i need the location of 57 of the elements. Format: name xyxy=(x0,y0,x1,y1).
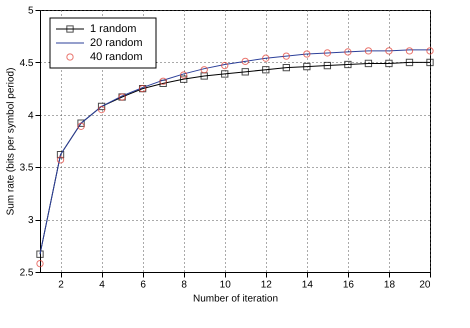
point xyxy=(324,49,332,57)
y-tick-label: 2.5 xyxy=(20,268,34,278)
point xyxy=(282,64,290,72)
point xyxy=(406,47,414,55)
x-tick-label: 6 xyxy=(140,280,146,290)
point xyxy=(262,66,270,74)
x-tick-label: 20 xyxy=(419,280,431,290)
legend-label: 1 random xyxy=(90,23,136,35)
point xyxy=(159,80,167,88)
point xyxy=(159,78,167,85)
point xyxy=(56,156,64,164)
point xyxy=(303,50,311,58)
point xyxy=(77,120,85,127)
point xyxy=(406,58,414,66)
point xyxy=(262,54,270,62)
point xyxy=(364,47,372,55)
point xyxy=(36,260,44,268)
point xyxy=(77,122,85,130)
x-tick-label: 14 xyxy=(302,280,314,290)
point xyxy=(426,58,434,66)
point xyxy=(200,72,208,80)
y-tick-label: 5 xyxy=(28,6,34,16)
x-tick-label: 12 xyxy=(260,280,272,290)
x-axis-title: Number of iteration xyxy=(192,294,278,304)
point xyxy=(385,47,393,55)
point xyxy=(282,52,290,60)
point xyxy=(180,71,188,79)
y-tick-label: 3.5 xyxy=(20,162,34,174)
legend-label: 20 random xyxy=(90,37,143,49)
point xyxy=(221,62,228,70)
x-tick-label: 18 xyxy=(384,280,396,290)
point xyxy=(36,250,44,258)
point xyxy=(98,106,106,114)
x-tick-label: 8 xyxy=(181,280,188,290)
x-tick-label: 10 xyxy=(220,280,232,290)
point xyxy=(303,62,311,70)
point xyxy=(385,60,393,68)
y-tick-label: 4.5 xyxy=(20,58,34,69)
point xyxy=(426,47,434,55)
x-tick-label: 2 xyxy=(58,280,64,290)
point xyxy=(324,62,332,70)
y-axis-title: Sum rate (bits per symbol period) xyxy=(6,68,17,216)
point xyxy=(221,70,228,78)
point xyxy=(344,48,352,56)
legend-label: 40 random xyxy=(90,51,143,63)
point xyxy=(56,150,64,158)
y-tick-label: 3 xyxy=(28,215,34,226)
x-tick-label: 16 xyxy=(342,280,354,290)
point xyxy=(242,58,249,66)
point xyxy=(344,60,352,68)
point xyxy=(180,76,188,83)
x-tick-label: 4 xyxy=(99,280,106,290)
point xyxy=(364,60,372,68)
y-tick-label: 4 xyxy=(28,110,34,122)
point xyxy=(242,68,249,76)
point xyxy=(200,66,208,74)
point xyxy=(98,102,106,110)
